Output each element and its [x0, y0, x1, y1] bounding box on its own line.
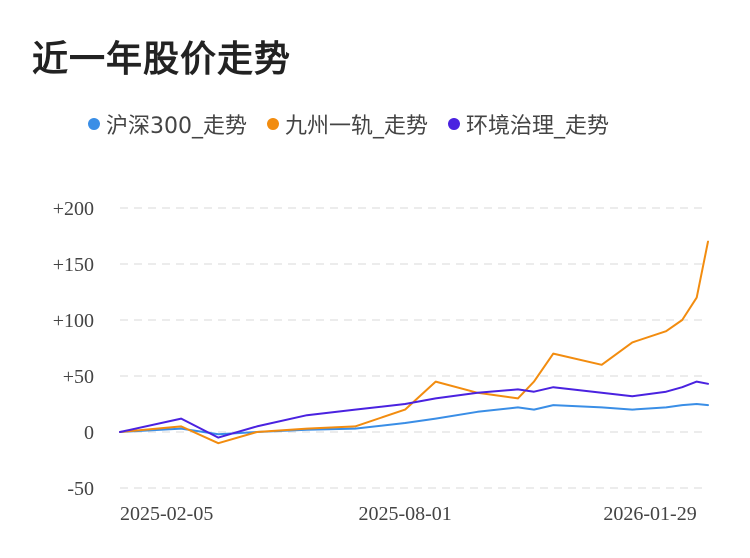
- y-tick-label: +150: [53, 254, 94, 276]
- y-tick-label: 0: [84, 422, 94, 444]
- legend-label-hs300: 沪深300_走势: [106, 114, 247, 139]
- series-line-jzyg: [119, 240, 709, 445]
- legend-item-hjzl[interactable]: 环境治理_走势: [448, 108, 609, 140]
- legend-item-jzyg[interactable]: 九州一轨_走势: [267, 108, 428, 140]
- legend-dot-hs300: [88, 118, 100, 130]
- y-tick-label: +50: [63, 366, 94, 388]
- y-tick-label: -50: [67, 478, 94, 500]
- legend-label-hjzl: 环境治理_走势: [466, 114, 610, 139]
- legend-dot-jzyg: [267, 118, 279, 130]
- legend-dot-hjzl: [448, 118, 461, 130]
- legend-item-hs300[interactable]: 沪深300_走势: [88, 108, 247, 140]
- legend: 沪深300_走势 九州一轨_走势 环境治理_走势: [88, 108, 629, 140]
- legend-label-jzyg: 九州一轨_走势: [285, 114, 429, 139]
- y-tick-label: +100: [53, 310, 94, 332]
- series-line-hjzl: [119, 380, 709, 439]
- x-tick-label: 2025-02-05: [120, 503, 213, 525]
- x-tick-label: 2025-08-01: [358, 503, 451, 525]
- y-tick-label: +200: [53, 198, 94, 220]
- series-line-hs300: [119, 403, 709, 436]
- x-tick-label: 2026-01-29: [603, 503, 696, 525]
- chart-title: 近一年股价走势: [32, 39, 292, 80]
